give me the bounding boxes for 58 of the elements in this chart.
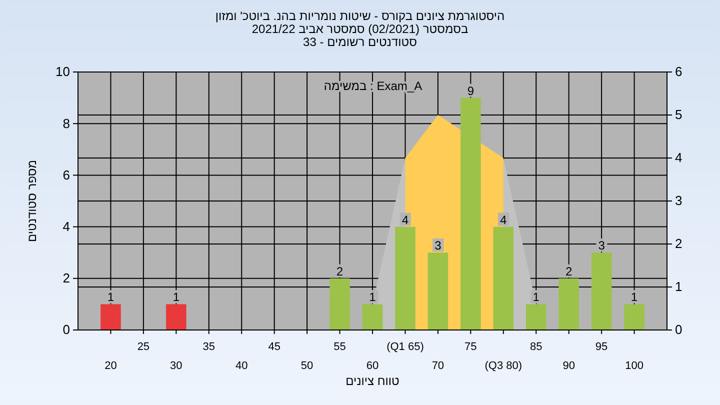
- x-tick-label: 60: [366, 360, 379, 372]
- bar: [460, 98, 481, 330]
- y2-tick-label: 6: [675, 64, 682, 80]
- x-tick-label: 20: [104, 360, 117, 372]
- data-label: 1: [107, 290, 114, 304]
- x-tick-label: 90: [562, 360, 575, 372]
- x-tick-label: 85: [530, 341, 542, 353]
- bar: [493, 226, 514, 330]
- data-label: 3: [598, 238, 606, 253]
- y-tick-label: 10: [56, 64, 70, 80]
- bar: [428, 252, 448, 330]
- x-axis-title: טווח ציונים: [346, 374, 400, 388]
- bar: [100, 304, 121, 330]
- y-tick-label: 4: [62, 218, 70, 234]
- x-tick-label: 30: [170, 360, 182, 372]
- x-tick-label: 35: [202, 341, 216, 353]
- data-label: 3: [434, 238, 442, 253]
- x-tick-label: 95: [595, 341, 608, 353]
- y-tick-label: 8: [62, 116, 70, 131]
- data-label: 4: [500, 212, 508, 227]
- bar: [166, 304, 186, 330]
- x-tick-label: 50: [300, 360, 314, 372]
- data-label: 2: [565, 264, 572, 278]
- y2-tick-label: 2: [675, 236, 682, 252]
- bar: [624, 304, 644, 330]
- y2-tick-label: 5: [675, 107, 682, 122]
- bar: [591, 252, 612, 330]
- y2-tick-label: 0: [675, 322, 682, 338]
- bar: [395, 226, 416, 330]
- y2-tick-label: 3: [675, 193, 682, 208]
- y-tick-label: 2: [62, 270, 70, 286]
- data-label: 1: [369, 290, 376, 304]
- y-tick-label: 6: [62, 167, 70, 182]
- x-tick-label: 40: [235, 360, 248, 372]
- data-label: 4: [402, 212, 409, 227]
- x-tick-label: (Q1 65): [386, 341, 424, 353]
- y-tick-label: 0: [62, 322, 70, 338]
- x-tick-label: 25: [137, 341, 150, 353]
- bar: [330, 278, 350, 330]
- x-tick-label: 70: [432, 360, 444, 372]
- data-label: 1: [532, 290, 540, 304]
- chart-title: היסטוגרמת ציונים בקורס - שיטות נומריות בהנ. ביוטכ' ומזון: [215, 9, 505, 23]
- data-label: 1: [630, 290, 638, 304]
- data-label: 1: [172, 290, 180, 304]
- y2-tick-label: 4: [675, 150, 682, 166]
- x-tick-label: 100: [625, 360, 644, 372]
- data-label: 9: [467, 84, 474, 98]
- y2-tick-label: 1: [675, 279, 682, 294]
- bar: [558, 278, 579, 330]
- x-tick-label: 55: [334, 341, 346, 353]
- chart-subtitle: בסמסטר (02/2021) סמסטר אביב 2021/22 סטודנטים רשומים - 33: [252, 22, 468, 49]
- x-tick-label: 45: [268, 341, 280, 353]
- data-label: 2: [336, 264, 344, 278]
- y-axis-title: מספר סטודנטים: [25, 160, 39, 242]
- x-tick-label: 75: [464, 341, 477, 353]
- bar: [526, 304, 546, 330]
- bar: [362, 304, 383, 330]
- x-tick-label: (Q3 80): [484, 360, 522, 372]
